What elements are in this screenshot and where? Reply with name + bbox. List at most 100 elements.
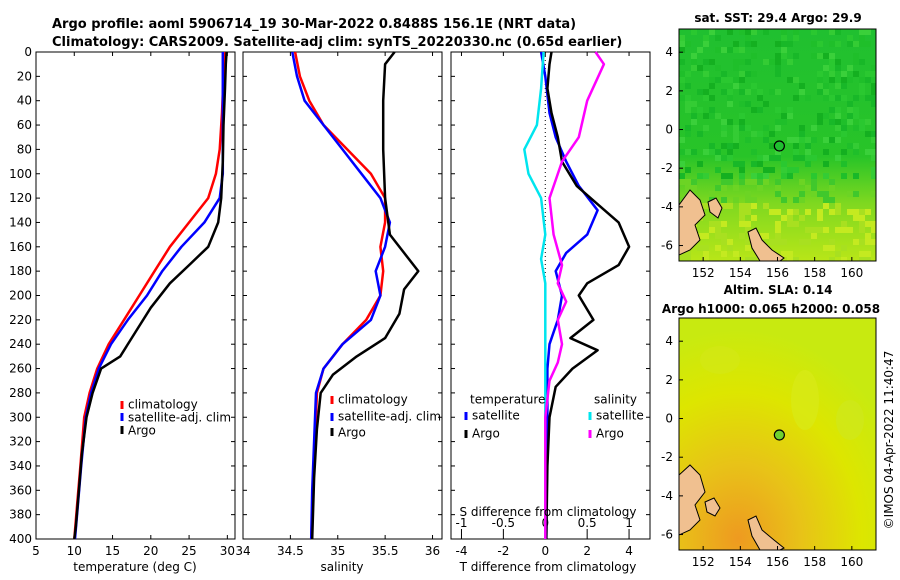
sst-pixel bbox=[739, 119, 745, 125]
sst-pixel bbox=[775, 227, 781, 233]
sst-pixel bbox=[715, 149, 721, 155]
sst-pixel bbox=[727, 245, 733, 251]
sst-pixel bbox=[703, 125, 709, 131]
sst-pixel bbox=[727, 149, 733, 155]
sst-pixel bbox=[829, 257, 835, 261]
sst-pixel bbox=[703, 203, 709, 209]
sst-pixel bbox=[703, 245, 709, 251]
sst-pixel bbox=[781, 167, 787, 173]
sst-pixel bbox=[823, 83, 829, 89]
x-tick-label: 10 bbox=[67, 544, 82, 558]
sst-pixel bbox=[805, 143, 811, 149]
temperature-plot-frame bbox=[35, 51, 236, 540]
sst-pixel bbox=[751, 131, 757, 137]
sst-pixel bbox=[781, 161, 787, 167]
difference-xlabel: T difference from climatology bbox=[459, 560, 637, 574]
sst-pixel bbox=[781, 35, 787, 41]
sst-pixel bbox=[727, 143, 733, 149]
sst-pixel bbox=[679, 59, 685, 65]
salinity-panel: 34 34.5 35 35.5 36 salinity climatology sate… bbox=[235, 51, 443, 574]
sst-pixel bbox=[775, 155, 781, 161]
sst-pixel bbox=[799, 89, 805, 95]
sst-pixel bbox=[709, 77, 715, 83]
map-x-tick-label: 154 bbox=[729, 555, 752, 569]
salinity-plot-frame bbox=[242, 51, 443, 540]
sst-pixel bbox=[709, 83, 715, 89]
sst-pixel bbox=[691, 179, 697, 185]
x-tick-label: 0 bbox=[541, 544, 549, 558]
sst-pixel bbox=[691, 149, 697, 155]
sst-pixel bbox=[787, 257, 793, 261]
sst-pixel bbox=[769, 59, 775, 65]
sst-pixel bbox=[817, 71, 823, 77]
sst-pixel bbox=[685, 131, 691, 137]
sst-pixel bbox=[865, 119, 871, 125]
sst-argo-marker bbox=[773, 140, 785, 152]
sst-pixel bbox=[859, 239, 865, 245]
map-y-tick-label: -6 bbox=[661, 528, 673, 542]
sst-pixel bbox=[727, 101, 733, 107]
sst-pixel bbox=[739, 179, 745, 185]
sst-pixel bbox=[835, 95, 841, 101]
sst-pixel bbox=[859, 77, 865, 83]
sst-pixel bbox=[709, 227, 715, 233]
sst-pixel bbox=[745, 203, 751, 209]
sst-pixel bbox=[685, 71, 691, 77]
sst-pixel bbox=[751, 83, 757, 89]
sst-pixel bbox=[829, 65, 835, 71]
sst-pixel bbox=[847, 143, 853, 149]
sst-pixel bbox=[775, 41, 781, 47]
sst-pixel bbox=[871, 149, 876, 155]
map-x-tick-label: 160 bbox=[840, 266, 863, 280]
sst-pixel bbox=[727, 203, 733, 209]
sst-pixel bbox=[793, 137, 799, 143]
map-x-tick-label: 156 bbox=[766, 555, 789, 569]
sst-pixel bbox=[787, 215, 793, 221]
sst-pixel bbox=[739, 77, 745, 83]
sst-pixel bbox=[733, 59, 739, 65]
map-y-tick-label: -4 bbox=[661, 200, 673, 214]
sst-pixel bbox=[829, 197, 835, 203]
sst-pixel bbox=[829, 119, 835, 125]
sst-pixel bbox=[763, 137, 769, 143]
sst-pixel bbox=[871, 131, 876, 137]
sst-pixel bbox=[739, 233, 745, 239]
sst-pixel bbox=[733, 131, 739, 137]
sst-pixel bbox=[811, 29, 817, 35]
sst-pixel bbox=[829, 95, 835, 101]
sst-pixel bbox=[715, 113, 721, 119]
x-tick-label: 34.5 bbox=[277, 544, 304, 558]
series-t-argo bbox=[545, 51, 631, 540]
sst-pixel bbox=[817, 209, 823, 215]
sst-pixel bbox=[829, 29, 835, 35]
sst-pixel bbox=[787, 251, 793, 257]
sst-pixel bbox=[745, 137, 751, 143]
sst-pixel bbox=[829, 137, 835, 143]
sst-pixel bbox=[727, 47, 733, 53]
map-y-tick-label: -4 bbox=[661, 489, 673, 503]
sst-pixel bbox=[679, 47, 685, 53]
sst-pixel bbox=[721, 143, 727, 149]
sst-pixel bbox=[835, 209, 841, 215]
sst-pixel bbox=[703, 41, 709, 47]
sst-pixel bbox=[859, 227, 865, 233]
sal-legend-satellite-adj: satellite-adj. clim bbox=[338, 410, 441, 424]
sst-pixel bbox=[745, 227, 751, 233]
series-satellite-adj-clim bbox=[291, 51, 392, 540]
sst-pixel bbox=[775, 125, 781, 131]
sst-pixel bbox=[793, 77, 799, 83]
sst-pixel bbox=[745, 257, 751, 261]
y-tick-label: 280 bbox=[9, 386, 32, 400]
sst-pixel bbox=[751, 203, 757, 209]
sst-pixel bbox=[733, 125, 739, 131]
sst-pixel bbox=[817, 83, 823, 89]
sst-pixel bbox=[829, 245, 835, 251]
y-tick-label: 360 bbox=[9, 483, 32, 497]
sst-pixel bbox=[805, 239, 811, 245]
sst-pixel bbox=[679, 197, 685, 203]
sst-pixel bbox=[781, 113, 787, 119]
sst-pixel bbox=[691, 65, 697, 71]
sst-pixel bbox=[739, 173, 745, 179]
sst-pixel bbox=[733, 47, 739, 53]
sst-pixel bbox=[787, 167, 793, 173]
